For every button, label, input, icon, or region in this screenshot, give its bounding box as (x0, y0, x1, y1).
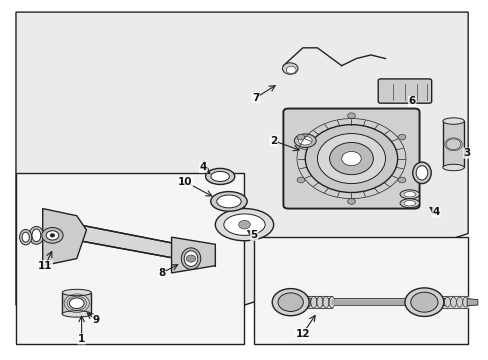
Polygon shape (442, 121, 463, 167)
Ellipse shape (298, 136, 311, 145)
Circle shape (347, 113, 355, 118)
Ellipse shape (210, 171, 229, 181)
Circle shape (278, 293, 303, 311)
Circle shape (282, 63, 297, 74)
Text: 9: 9 (92, 315, 100, 325)
Polygon shape (254, 237, 467, 344)
Text: 6: 6 (408, 96, 415, 107)
Ellipse shape (184, 251, 198, 266)
Circle shape (69, 298, 84, 309)
Polygon shape (171, 237, 215, 273)
Circle shape (410, 292, 437, 312)
Ellipse shape (224, 214, 264, 235)
Ellipse shape (438, 297, 444, 307)
Ellipse shape (462, 297, 468, 307)
Text: 4: 4 (432, 207, 439, 217)
Text: 8: 8 (158, 268, 165, 278)
Ellipse shape (62, 289, 91, 296)
Circle shape (286, 66, 295, 73)
Ellipse shape (216, 195, 241, 208)
Ellipse shape (415, 166, 427, 180)
Ellipse shape (294, 134, 316, 148)
Circle shape (347, 199, 355, 204)
Ellipse shape (310, 296, 316, 308)
Text: 4: 4 (199, 162, 206, 172)
Polygon shape (42, 208, 86, 266)
Polygon shape (62, 293, 91, 314)
Circle shape (397, 134, 405, 140)
Circle shape (397, 177, 405, 183)
Ellipse shape (403, 192, 415, 197)
Polygon shape (466, 298, 477, 306)
Ellipse shape (442, 164, 463, 171)
Ellipse shape (304, 296, 310, 308)
FancyBboxPatch shape (283, 109, 419, 208)
Ellipse shape (22, 232, 29, 242)
Circle shape (296, 177, 304, 183)
Circle shape (305, 125, 397, 193)
Text: 10: 10 (178, 177, 192, 187)
Circle shape (404, 288, 443, 316)
Text: 7: 7 (251, 93, 259, 103)
Ellipse shape (444, 297, 449, 307)
Circle shape (50, 234, 55, 237)
Circle shape (41, 228, 63, 243)
Text: 12: 12 (295, 329, 309, 339)
Circle shape (329, 143, 372, 175)
Ellipse shape (62, 311, 91, 317)
Circle shape (296, 134, 304, 140)
Ellipse shape (181, 248, 201, 269)
Ellipse shape (210, 192, 246, 211)
Polygon shape (60, 223, 215, 266)
Polygon shape (16, 173, 244, 344)
Text: 5: 5 (250, 230, 257, 240)
Ellipse shape (323, 296, 328, 308)
Text: 3: 3 (463, 148, 470, 158)
Circle shape (272, 289, 308, 316)
Circle shape (341, 152, 361, 166)
Circle shape (186, 255, 196, 262)
Circle shape (46, 231, 59, 240)
Circle shape (238, 220, 250, 229)
Ellipse shape (328, 296, 334, 308)
Ellipse shape (29, 226, 43, 244)
Text: 11: 11 (38, 261, 52, 271)
Ellipse shape (403, 201, 415, 206)
Ellipse shape (32, 229, 41, 242)
Ellipse shape (316, 296, 322, 308)
Ellipse shape (412, 162, 430, 184)
Circle shape (317, 134, 385, 184)
Ellipse shape (450, 297, 456, 307)
Ellipse shape (215, 208, 273, 241)
FancyBboxPatch shape (377, 79, 431, 103)
Polygon shape (16, 12, 467, 305)
Text: 2: 2 (269, 136, 277, 146)
Ellipse shape (20, 229, 32, 245)
Ellipse shape (205, 168, 234, 184)
Ellipse shape (399, 199, 419, 208)
Ellipse shape (442, 118, 463, 124)
Text: 1: 1 (78, 334, 85, 344)
Ellipse shape (456, 297, 462, 307)
Ellipse shape (399, 190, 419, 199)
